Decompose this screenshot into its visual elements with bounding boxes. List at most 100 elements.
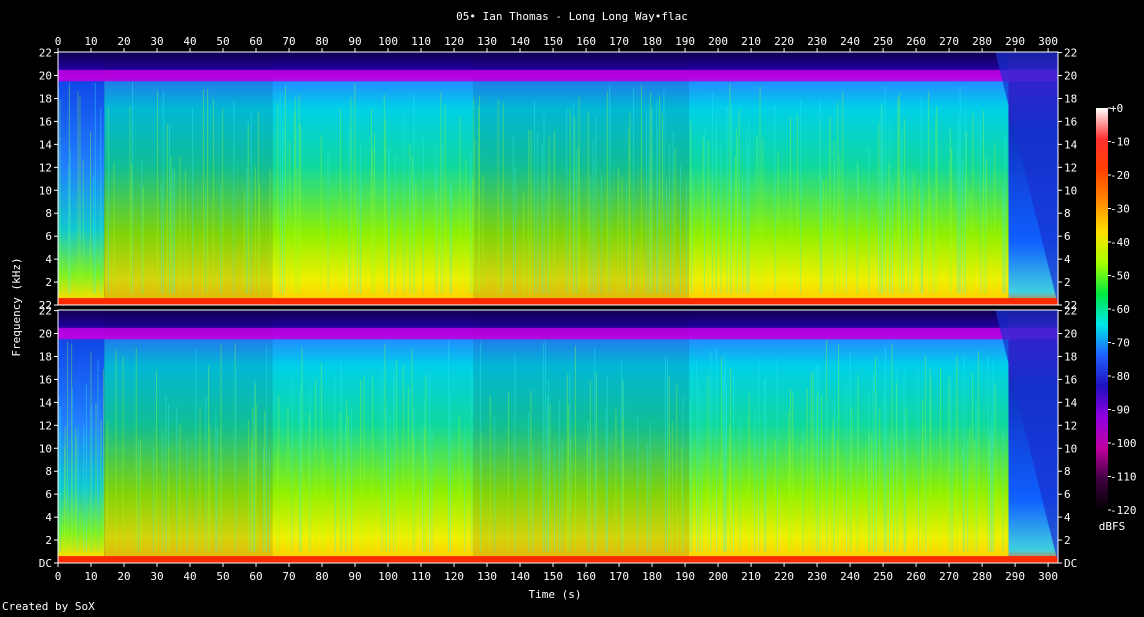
streak: [575, 149, 577, 294]
streak: [263, 446, 265, 552]
y-tick-label-left: 6: [45, 488, 52, 501]
panel-frame: [57, 309, 1059, 564]
streak: [1002, 429, 1004, 552]
streaks: [58, 340, 1004, 552]
fade-region: [995, 310, 1058, 563]
streak: [254, 166, 256, 294]
x-tick-label-top: 180: [642, 35, 662, 48]
streak: [450, 182, 452, 294]
streak: [790, 117, 792, 294]
streak: [708, 140, 710, 294]
streak: [385, 118, 387, 294]
streak: [448, 340, 450, 552]
streak: [623, 391, 625, 552]
streak: [720, 146, 722, 294]
x-tick-label-top: 10: [84, 35, 97, 48]
streak: [829, 116, 831, 294]
streak: [541, 145, 543, 294]
colorbar-tick-label: -120: [1110, 504, 1137, 517]
lowpass-band: [58, 327, 1058, 340]
streak: [965, 131, 967, 294]
streak: [527, 411, 529, 552]
streak: [548, 380, 550, 552]
streak: [168, 403, 170, 552]
x-tick-label-bottom: 260: [906, 570, 926, 583]
section-loud: [688, 52, 1009, 305]
streak: [897, 448, 899, 552]
x-tick-label-top: 80: [315, 35, 328, 48]
streak: [334, 442, 336, 552]
y-tick-label-right: DC: [1064, 557, 1077, 570]
y-tick-label-left: 8: [45, 465, 52, 478]
section-quiet: [58, 52, 105, 305]
streak: [661, 113, 663, 294]
streak: [289, 142, 291, 294]
streak: [477, 106, 479, 294]
streak: [837, 102, 839, 294]
y-tick-label-left: 22: [39, 299, 52, 312]
streak: [207, 89, 209, 294]
streak: [258, 185, 260, 294]
streak: [58, 90, 60, 294]
streak: [732, 375, 734, 552]
streak: [577, 147, 579, 294]
bass-band: [58, 556, 1058, 563]
y-tick-label-left: 20: [39, 70, 52, 83]
streak: [205, 187, 207, 294]
x-tick-label-bottom: 250: [873, 570, 893, 583]
streak: [669, 145, 671, 294]
streak: [640, 167, 642, 294]
streak: [479, 95, 481, 294]
streak: [276, 450, 278, 552]
streak: [930, 375, 932, 552]
streak: [956, 139, 958, 294]
streak: [58, 396, 60, 552]
streak: [234, 342, 236, 552]
streak: [138, 440, 140, 552]
streak: [690, 122, 692, 294]
streak: [411, 155, 413, 294]
streak: [984, 153, 986, 294]
x-tick-label-top: 220: [774, 35, 794, 48]
streak: [174, 169, 176, 294]
streak: [160, 183, 162, 294]
colorbar-tick-label: -60: [1110, 303, 1130, 316]
streak: [473, 97, 475, 294]
y-tick-label-right: 6: [1064, 230, 1071, 243]
streak: [875, 395, 877, 552]
streak: [251, 438, 253, 552]
streak: [59, 406, 61, 552]
streak: [543, 114, 545, 294]
streak: [881, 104, 883, 294]
streak: [395, 360, 397, 552]
streak: [424, 401, 426, 552]
section-medium: [473, 310, 689, 563]
x-tick-label-bottom: 170: [609, 570, 629, 583]
streak: [278, 394, 280, 552]
streak: [949, 129, 951, 294]
x-tick-label-bottom: 210: [741, 570, 761, 583]
streak: [561, 439, 563, 552]
x-tick-label-bottom: 190: [675, 570, 695, 583]
x-tick-label-top: 270: [939, 35, 959, 48]
colorbar-tick-label: +0: [1110, 102, 1123, 115]
streak: [623, 380, 625, 552]
streak: [924, 355, 926, 552]
streak: [605, 407, 607, 552]
streak: [195, 349, 197, 552]
streak: [480, 433, 482, 552]
streak: [435, 146, 437, 294]
streak: [1004, 132, 1006, 294]
streak: [730, 104, 732, 294]
streak: [135, 439, 137, 552]
y-tick-label-right: 4: [1064, 253, 1071, 266]
streak: [573, 116, 575, 294]
streak: [810, 373, 812, 552]
section-medium: [473, 52, 689, 305]
streak: [296, 127, 298, 294]
streak: [534, 101, 536, 294]
streak: [192, 108, 194, 294]
streak: [774, 105, 776, 294]
streak: [243, 190, 245, 294]
streak: [595, 372, 597, 552]
